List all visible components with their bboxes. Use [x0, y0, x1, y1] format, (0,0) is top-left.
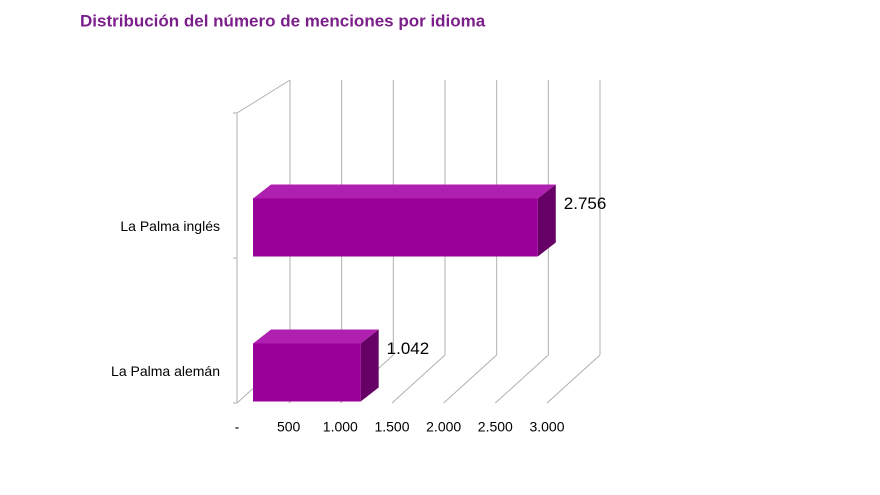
x-tick-label: 500: [277, 419, 301, 435]
bar: [253, 198, 538, 257]
bar-top: [253, 184, 556, 199]
x-tick-label: -: [235, 419, 240, 435]
grid-line-floor: [391, 354, 446, 404]
x-tick-label: 1.500: [374, 419, 409, 435]
bar-side: [360, 329, 379, 402]
bar: [253, 343, 361, 402]
grid-line-floor: [546, 354, 601, 404]
data-label: 1.042: [387, 339, 430, 358]
y-tick-label: La Palma inglés: [120, 218, 220, 234]
grid-line-floor: [494, 354, 549, 404]
axis-wall-top: [236, 79, 291, 114]
y-tick-label: La Palma alemán: [111, 363, 220, 379]
data-label: 2.756: [564, 194, 607, 213]
x-tick-label: 3.000: [529, 419, 564, 435]
chart-title: Distribución del número de menciones por…: [80, 11, 486, 30]
x-tick-label: 2.500: [478, 419, 513, 435]
bar-side: [537, 184, 556, 257]
x-tick-label: 1.000: [323, 419, 358, 435]
grid-line-floor: [443, 354, 498, 404]
bar-top: [253, 329, 379, 344]
x-tick-label: 2.000: [426, 419, 461, 435]
